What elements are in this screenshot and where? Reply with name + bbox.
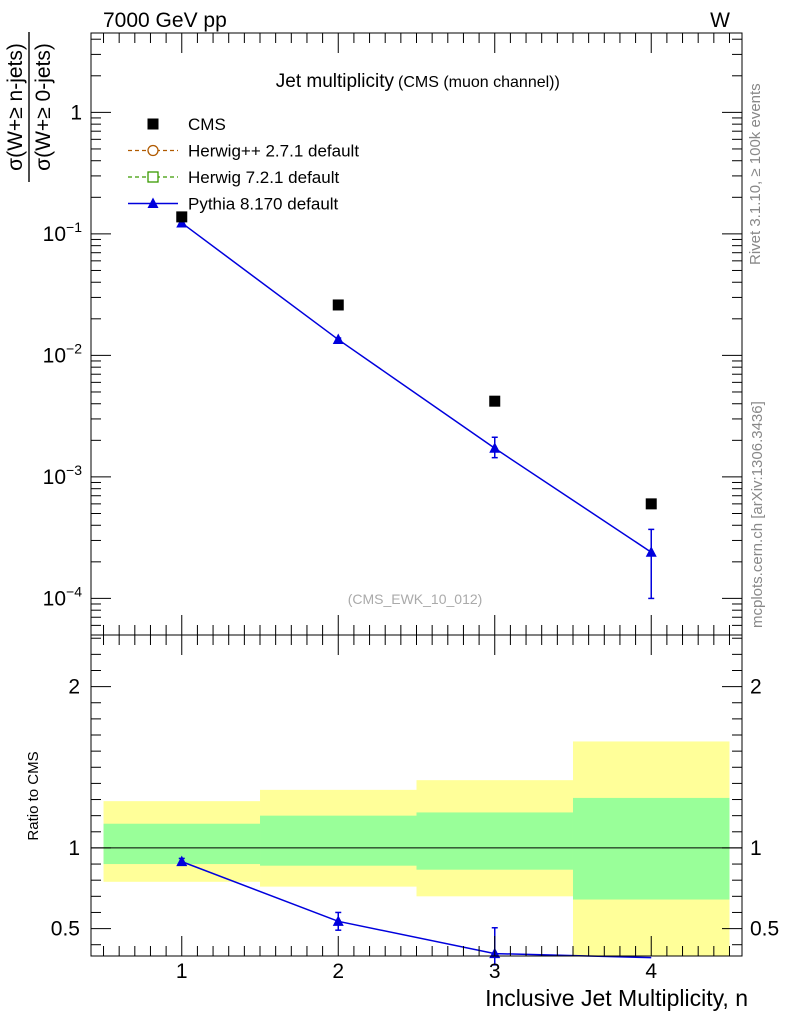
chart-subtitle: (CMS (muon channel)) bbox=[398, 74, 560, 91]
rivet-label: Rivet 3.1.10, ≥ 100k events bbox=[747, 83, 764, 265]
main-panel: 10−4 10−3 10−2 10−1 1 Jet multiplicity (CMS … bbox=[43, 32, 743, 636]
x-tick-label: 2 bbox=[332, 960, 344, 983]
main-y-label-denominator: σ(W+≥ 0-jets) bbox=[32, 43, 55, 171]
y-tick-label: 10−1 bbox=[43, 219, 83, 246]
ratio-y-tick-label-right: 2 bbox=[750, 676, 762, 699]
x-tick-label: 4 bbox=[645, 960, 657, 983]
main-y-label: σ(W+≥ n-jets) σ(W+≥ 0-jets) bbox=[4, 32, 55, 182]
y-tick-label: 10−3 bbox=[43, 462, 83, 489]
legend: CMS Herwig++ 2.7.1 default Herwig 7.2.1 de… bbox=[128, 115, 359, 214]
legend-marker-triangle bbox=[147, 197, 159, 208]
x-tick-label: 1 bbox=[176, 960, 188, 983]
legend-marker-square bbox=[147, 118, 159, 130]
x-tick-label: 3 bbox=[489, 960, 501, 983]
ratio-frame bbox=[90, 634, 743, 957]
ratio-uncertainty-bands bbox=[103, 741, 730, 956]
ratio-band-inner bbox=[572, 797, 730, 900]
cms-data-point bbox=[645, 498, 657, 510]
cms-data-point bbox=[176, 211, 188, 223]
legend-label: Pythia 8.170 default bbox=[188, 195, 339, 214]
main-axis-ticks: 10−4 10−3 10−2 10−1 1 bbox=[43, 33, 742, 636]
y-tick-label: 1 bbox=[70, 101, 82, 124]
y-tick-label: 10−2 bbox=[43, 340, 83, 367]
legend-entry: Pythia 8.170 default bbox=[128, 195, 339, 214]
mcplots-label: mcplots.cern.ch [arXiv:1306.3436] bbox=[749, 401, 766, 628]
pythia-point bbox=[645, 546, 657, 557]
ratio-band-inner bbox=[260, 815, 417, 866]
chart-title: Jet multiplicity bbox=[276, 71, 395, 92]
ratio-panel: 0.5 0.5 1 1 2 2 1 2 3 4 Ratio to CMS bbox=[25, 634, 779, 983]
legend-label: Herwig 7.2.1 default bbox=[188, 168, 339, 187]
header-left: 7000 GeV pp bbox=[103, 9, 227, 32]
pythia-point bbox=[332, 333, 344, 345]
legend-entry: Herwig++ 2.7.1 default bbox=[128, 142, 359, 161]
legend-entry: CMS bbox=[147, 115, 226, 134]
main-y-label-numerator: σ(W+≥ n-jets) bbox=[4, 43, 27, 171]
pythia-point bbox=[489, 442, 501, 453]
legend-marker-circle bbox=[147, 144, 159, 157]
ratio-y-tick-label-left: 0.5 bbox=[51, 918, 80, 941]
legend-label: Herwig++ 2.7.1 default bbox=[188, 142, 359, 161]
x-axis-label: Inclusive Jet Multiplicity, n bbox=[485, 985, 748, 1011]
header-right: W bbox=[710, 9, 730, 32]
ratio-y-label: Ratio to CMS bbox=[25, 751, 42, 840]
cms-data-point bbox=[489, 395, 501, 407]
ratio-axis-ticks: 0.5 0.5 1 1 2 2 1 2 3 4 bbox=[51, 635, 779, 983]
ratio-y-tick-label-left: 2 bbox=[68, 676, 80, 699]
cms-data-point bbox=[332, 299, 344, 311]
legend-marker-open-square bbox=[147, 171, 159, 183]
ratio-pythia-point bbox=[332, 915, 344, 926]
ratio-band-inner bbox=[416, 812, 573, 870]
ratio-pythia-point bbox=[176, 855, 188, 867]
pythia-line bbox=[181, 222, 652, 553]
y-tick-label: 10−4 bbox=[43, 583, 83, 610]
legend-entry: Herwig 7.2.1 default bbox=[128, 168, 339, 187]
main-series bbox=[176, 211, 657, 600]
analysis-tag: (CMS_EWK_10_012) bbox=[348, 591, 483, 607]
ratio-y-tick-label-right: 0.5 bbox=[750, 918, 779, 941]
legend-label: CMS bbox=[188, 115, 226, 134]
ratio-y-tick-label-right: 1 bbox=[750, 837, 762, 860]
ratio-y-tick-label-left: 1 bbox=[68, 837, 80, 860]
